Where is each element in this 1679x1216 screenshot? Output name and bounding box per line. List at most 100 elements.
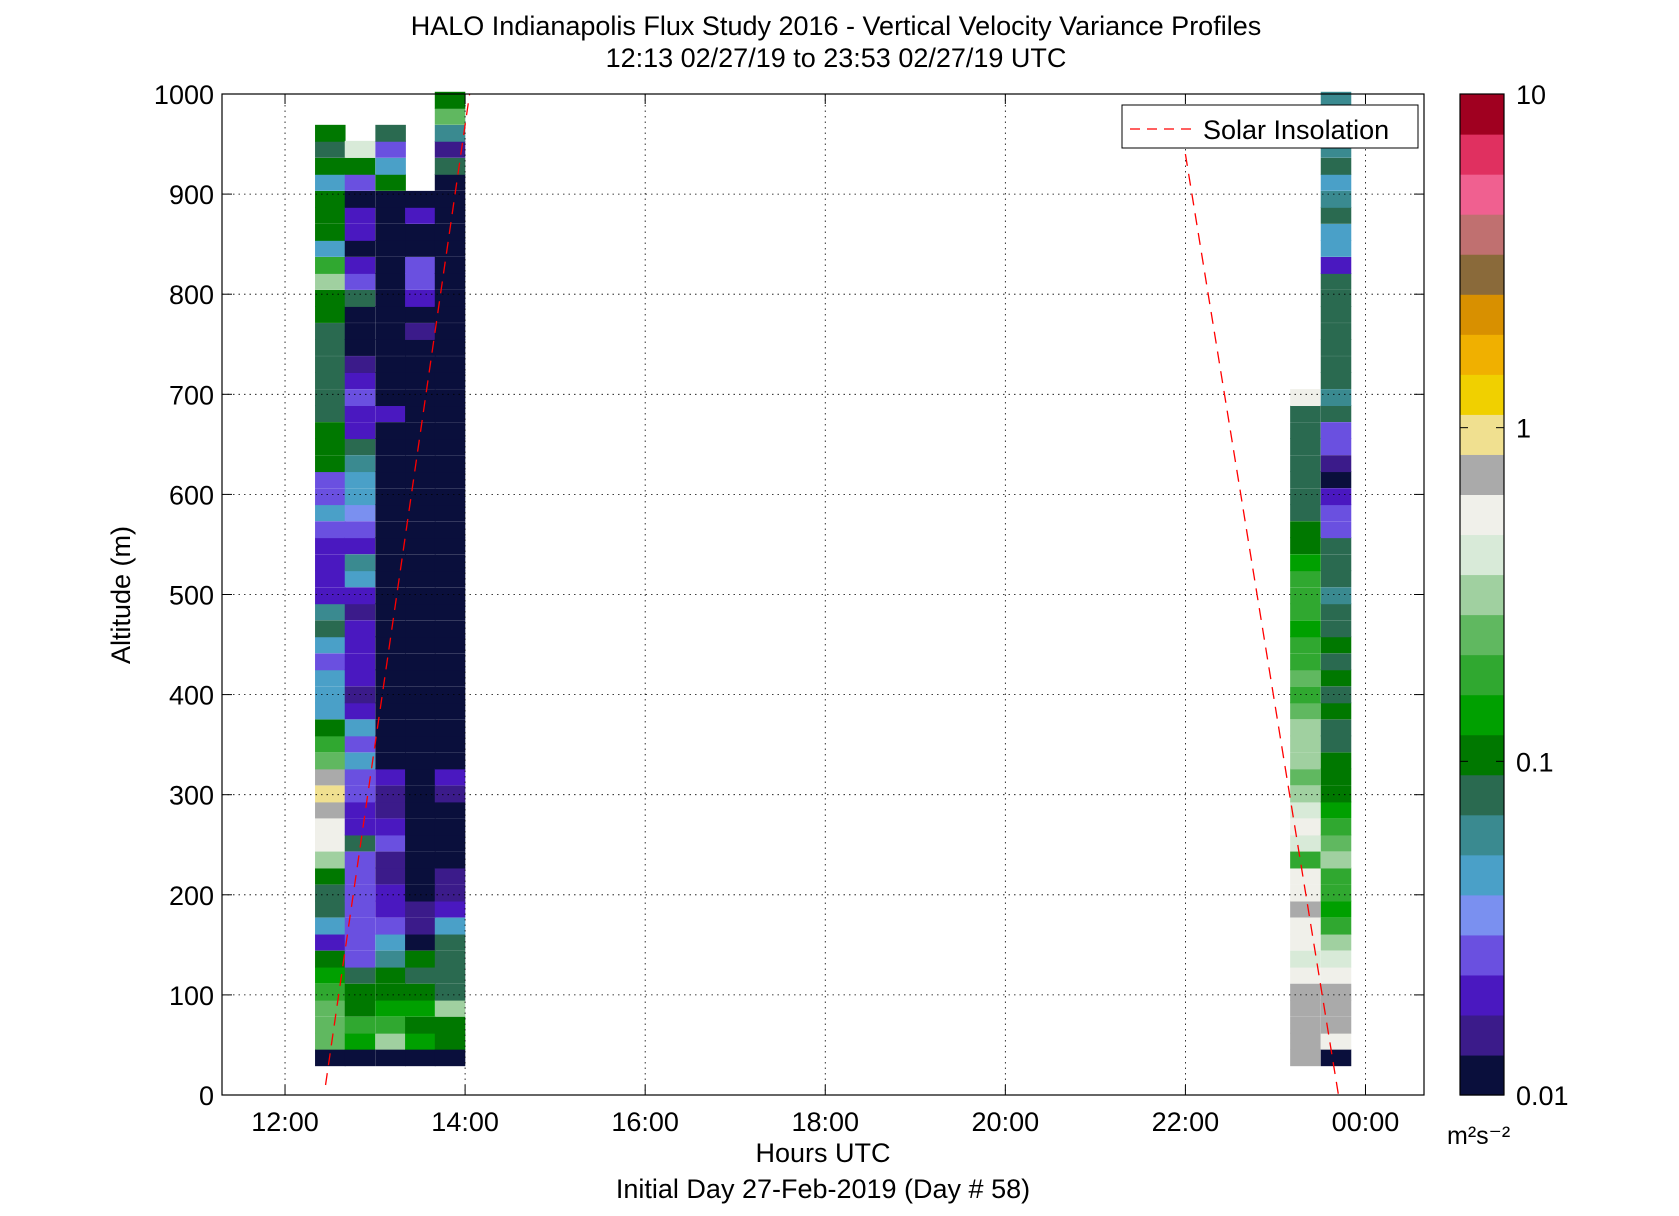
heatmap-cell [405, 471, 436, 489]
heatmap-cell [1320, 867, 1352, 885]
heatmap-cell [1290, 405, 1321, 423]
heatmap-cell [405, 289, 436, 307]
heatmap-cell [405, 851, 436, 869]
heatmap-cell [1290, 801, 1321, 819]
heatmap-cell [375, 289, 406, 307]
heatmap-cell [1320, 537, 1352, 555]
heatmap-cell [375, 587, 406, 605]
heatmap-cell [344, 521, 376, 539]
x-tick-label: 00:00 [1332, 1107, 1400, 1137]
heatmap-cell [1290, 488, 1321, 506]
heatmap-cell [315, 306, 346, 323]
y-axis-label: Altitude (m) [106, 526, 136, 664]
y-tick-label: 400 [169, 681, 214, 711]
heatmap-cell [344, 206, 376, 224]
heatmap-cell [1320, 603, 1352, 621]
heatmap-cell [315, 289, 346, 307]
heatmap-cell [344, 455, 376, 473]
heatmap-cell [315, 504, 346, 522]
heatmap-cell [344, 834, 376, 852]
heatmap-cell [1320, 752, 1352, 770]
heatmap-cell [375, 702, 406, 720]
heatmap-cell [1290, 719, 1321, 737]
y-tick-label: 0 [199, 1081, 214, 1111]
grid-lines [222, 93, 1424, 1096]
heatmap-cell [434, 372, 466, 389]
heatmap-cell [344, 190, 376, 208]
colorbar-swatch [1460, 294, 1504, 335]
heatmap-cell [375, 1032, 406, 1050]
heatmap-cell [434, 818, 466, 836]
heatmap-cell [315, 966, 346, 984]
heatmap-cell [1320, 999, 1352, 1017]
heatmap-cell [405, 239, 436, 257]
heatmap-cell [1290, 983, 1321, 1001]
y-tick-label: 1000 [154, 80, 214, 110]
colorbar-swatch [1460, 414, 1504, 455]
heatmap-cell [315, 190, 346, 208]
heatmap-cell [375, 999, 406, 1017]
colorbar-swatch [1460, 254, 1504, 295]
heatmap-cell [375, 372, 406, 389]
heatmap-cell [375, 140, 406, 158]
heatmap-cell [1320, 521, 1352, 539]
heatmap-cell [1320, 933, 1352, 951]
heatmap-cell [1320, 686, 1352, 704]
heatmap-cell [315, 1032, 346, 1050]
heatmap-cell [344, 768, 376, 786]
heatmap-cell [434, 455, 466, 473]
heatmap-cell [375, 752, 406, 770]
heatmap-cell [344, 471, 376, 489]
heatmap-cell [315, 256, 346, 274]
heatmap-cell [344, 504, 376, 522]
heatmap-cell [405, 206, 436, 224]
heatmap-cell [405, 306, 436, 323]
chart-subtitle: 12:13 02/27/19 to 23:53 02/27/19 UTC [606, 43, 1067, 73]
heatmap-cell [315, 356, 346, 373]
heatmap-cell [315, 157, 346, 175]
heatmap-cell [344, 537, 376, 555]
heatmap-cell [375, 389, 406, 407]
chart-title: HALO Indianapolis Flux Study 2016 - Vert… [411, 11, 1261, 41]
heatmap-cell [1320, 206, 1352, 224]
heatmap-cell [434, 422, 466, 440]
heatmap-cell [375, 356, 406, 373]
heatmap-cell [315, 801, 346, 819]
heatmap-cell [434, 570, 466, 588]
heatmap-cell [1320, 422, 1352, 440]
heatmap-cell [1320, 570, 1352, 588]
heatmap-cell [1320, 256, 1352, 274]
heatmap-cell [375, 966, 406, 984]
heatmap-cell [1320, 768, 1352, 786]
heatmap-cell [434, 272, 466, 290]
heatmap-cell [434, 966, 466, 984]
heatmap-cell [315, 636, 346, 654]
heatmap-cell [375, 653, 406, 671]
heatmap-cell [434, 785, 466, 803]
heatmap-cell [405, 521, 436, 539]
heatmap-cell [315, 570, 346, 588]
heatmap-cell [434, 900, 466, 918]
heatmap-cell [344, 488, 376, 506]
heatmap-cell [344, 405, 376, 423]
heatmap-cell [405, 389, 436, 407]
heatmap-cell [434, 1032, 466, 1050]
heatmap-cell [344, 289, 376, 307]
heatmap-cell [1320, 620, 1352, 638]
heatmap-cell [405, 818, 436, 836]
heatmap-cell [1320, 917, 1352, 935]
heatmap-cell [375, 488, 406, 506]
heatmap-cell [315, 488, 346, 506]
heatmap-cell [1320, 504, 1352, 522]
heatmap-cell [315, 867, 346, 885]
heatmap-cell [1320, 702, 1352, 720]
heatmap-cell [434, 1049, 466, 1067]
heatmap-cell [344, 900, 376, 918]
x-tick-label: 12:00 [251, 1107, 319, 1137]
heatmap-cell [344, 752, 376, 770]
heatmap-cell [434, 719, 466, 737]
heatmap-cells [315, 91, 1352, 1067]
y-axis-ticks: 0 100 200 300 400 500 600 700 800 900 1000 [154, 80, 1424, 1111]
heatmap-cell [1320, 801, 1352, 819]
heatmap-cell [344, 356, 376, 373]
